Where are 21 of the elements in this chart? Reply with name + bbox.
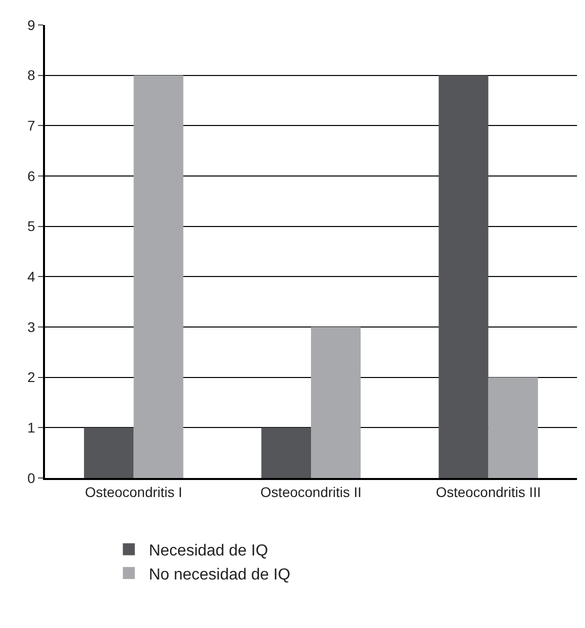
y-tick-label: 3 bbox=[27, 318, 36, 335]
y-tick-label: 4 bbox=[27, 268, 36, 285]
bar bbox=[261, 428, 311, 478]
x-tick-label: Osteocondritis I bbox=[85, 484, 182, 500]
x-tick-label: Osteocondritis III bbox=[436, 484, 541, 500]
bar bbox=[488, 377, 538, 478]
legend-label: Necesidad de IQ bbox=[148, 542, 268, 560]
bar bbox=[134, 75, 184, 478]
bar bbox=[438, 75, 488, 478]
bar bbox=[84, 428, 134, 478]
y-tick-label: 5 bbox=[27, 218, 36, 234]
y-tick-label: 6 bbox=[27, 168, 36, 184]
y-tick-label: 7 bbox=[27, 118, 36, 134]
x-tick-label: Osteocondritis II bbox=[260, 484, 362, 500]
y-tick-label: 2 bbox=[27, 369, 36, 386]
y-tick-label: 1 bbox=[27, 420, 36, 436]
legend-label: No necesidad de IQ bbox=[148, 566, 290, 584]
bar bbox=[311, 327, 361, 478]
y-tick-label: 8 bbox=[27, 67, 36, 84]
y-tick-label: 0 bbox=[27, 470, 36, 486]
y-tick-label: 9 bbox=[27, 16, 36, 33]
